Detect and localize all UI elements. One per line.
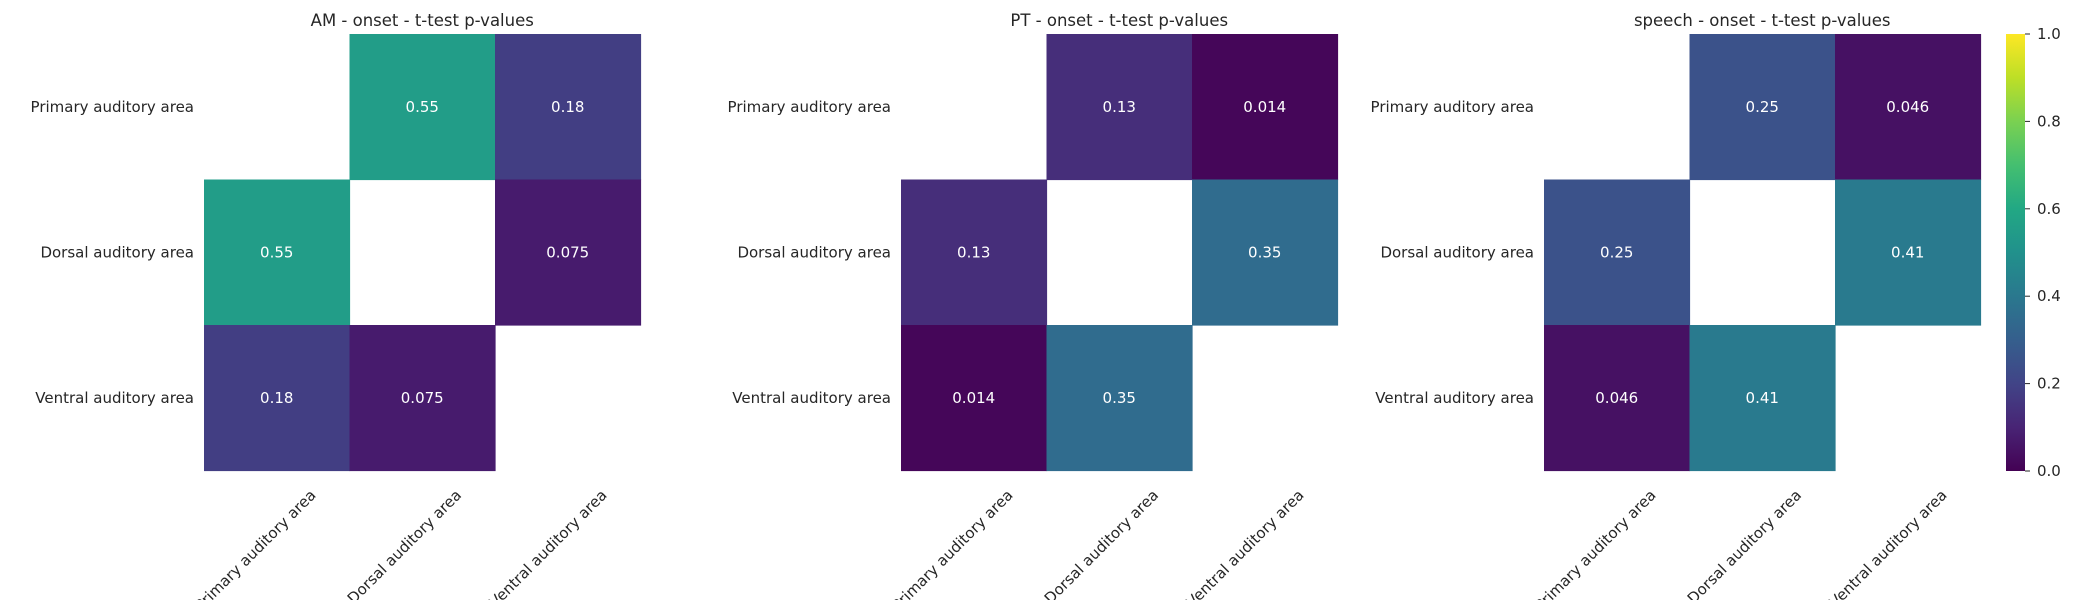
heatmap-cell bbox=[1835, 34, 1982, 181]
cell-value-label: 0.18 bbox=[551, 98, 584, 116]
column-tick-label: Ventral auditory area bbox=[1826, 486, 1951, 600]
row-tick-label: Ventral auditory area bbox=[35, 389, 194, 407]
colorbar-tick-label: 0.4 bbox=[2037, 287, 2061, 305]
heatmap-cell bbox=[495, 179, 642, 326]
heatmap-cell bbox=[1835, 179, 1982, 326]
column-tick-label: Ventral auditory area bbox=[486, 486, 611, 600]
heatmap-cell bbox=[1689, 34, 1836, 181]
heatmap-panel-1: AM - onset - t-test p-values 0.55 0.18 0.55… bbox=[31, 11, 642, 600]
cell-value-label: 0.075 bbox=[401, 389, 444, 407]
heatmap-cell bbox=[1544, 179, 1691, 326]
column-tick-label: Primary auditory area bbox=[1531, 486, 1659, 600]
heatmap-cell bbox=[901, 179, 1048, 326]
heatmap-cell bbox=[1689, 325, 1836, 472]
cell-value-label: 0.014 bbox=[1243, 98, 1286, 116]
cell-value-label: 0.13 bbox=[1103, 98, 1136, 116]
heatmap-cell bbox=[204, 179, 351, 326]
heatmap-title: PT - onset - t-test p-values bbox=[1010, 11, 1228, 30]
cell-value-label: 0.35 bbox=[1248, 243, 1281, 261]
heatmap-cell bbox=[1544, 325, 1691, 472]
cell-value-label: 0.25 bbox=[1746, 98, 1779, 116]
cell-value-label: 0.55 bbox=[260, 243, 293, 261]
heatmap-cell bbox=[901, 325, 1048, 472]
column-tick-label: Dorsal auditory area bbox=[344, 486, 465, 600]
cell-value-label: 0.046 bbox=[1886, 98, 1929, 116]
colorbar: 0.0 0.2 0.4 0.6 0.8 1.0 bbox=[2006, 25, 2061, 480]
colorbar-tick-label: 1.0 bbox=[2037, 25, 2061, 43]
row-tick-label: Dorsal auditory area bbox=[40, 243, 194, 261]
heatmap-cell bbox=[1046, 325, 1193, 472]
cell-value-label: 0.25 bbox=[1600, 243, 1633, 261]
cell-value-label: 0.18 bbox=[260, 389, 293, 407]
cell-value-label: 0.075 bbox=[546, 243, 589, 261]
heatmap-cell bbox=[204, 325, 351, 472]
heatmap-title: speech - onset - t-test p-values bbox=[1634, 11, 1891, 30]
column-tick-label: Dorsal auditory area bbox=[1684, 486, 1805, 600]
cell-value-label: 0.41 bbox=[1746, 389, 1779, 407]
heatmap-cell bbox=[1192, 34, 1339, 181]
row-tick-label: Primary auditory area bbox=[1371, 98, 1534, 116]
colorbar-tick-label: 0.2 bbox=[2037, 375, 2061, 393]
column-tick-label: Primary auditory area bbox=[888, 486, 1016, 600]
colorbar-gradient bbox=[2006, 34, 2025, 471]
row-tick-label: Ventral auditory area bbox=[732, 389, 891, 407]
cell-value-label: 0.046 bbox=[1595, 389, 1638, 407]
cell-value-label: 0.13 bbox=[957, 243, 990, 261]
cell-value-label: 0.014 bbox=[952, 389, 995, 407]
column-tick-label: Primary auditory area bbox=[191, 486, 319, 600]
heatmap-cell bbox=[495, 34, 642, 181]
colorbar-tick-label: 0.0 bbox=[2037, 462, 2061, 480]
colorbar-tick-label: 0.8 bbox=[2037, 112, 2061, 130]
heatmap-cell bbox=[1046, 34, 1193, 181]
colorbar-tick-label: 0.6 bbox=[2037, 200, 2061, 218]
cell-value-label: 0.41 bbox=[1891, 243, 1924, 261]
row-tick-label: Dorsal auditory area bbox=[737, 243, 891, 261]
column-tick-label: Ventral auditory area bbox=[1183, 486, 1308, 600]
column-tick-label: Dorsal auditory area bbox=[1041, 486, 1162, 600]
heatmap-cell bbox=[349, 325, 496, 472]
cell-value-label: 0.35 bbox=[1103, 389, 1136, 407]
cell-value-label: 0.55 bbox=[406, 98, 439, 116]
heatmap-panel-3: speech - onset - t-test p-values 0.25 0.04… bbox=[1371, 11, 1982, 600]
row-tick-label: Ventral auditory area bbox=[1375, 389, 1534, 407]
row-tick-label: Dorsal auditory area bbox=[1380, 243, 1534, 261]
heatmap-title: AM - onset - t-test p-values bbox=[311, 11, 534, 30]
row-tick-label: Primary auditory area bbox=[728, 98, 891, 116]
heatmap-cell bbox=[349, 34, 496, 181]
heatmap-panel-2: PT - onset - t-test p-values 0.13 0.014 0.1… bbox=[728, 11, 1339, 600]
row-tick-label: Primary auditory area bbox=[31, 98, 194, 116]
heatmap-cell bbox=[1192, 179, 1339, 326]
